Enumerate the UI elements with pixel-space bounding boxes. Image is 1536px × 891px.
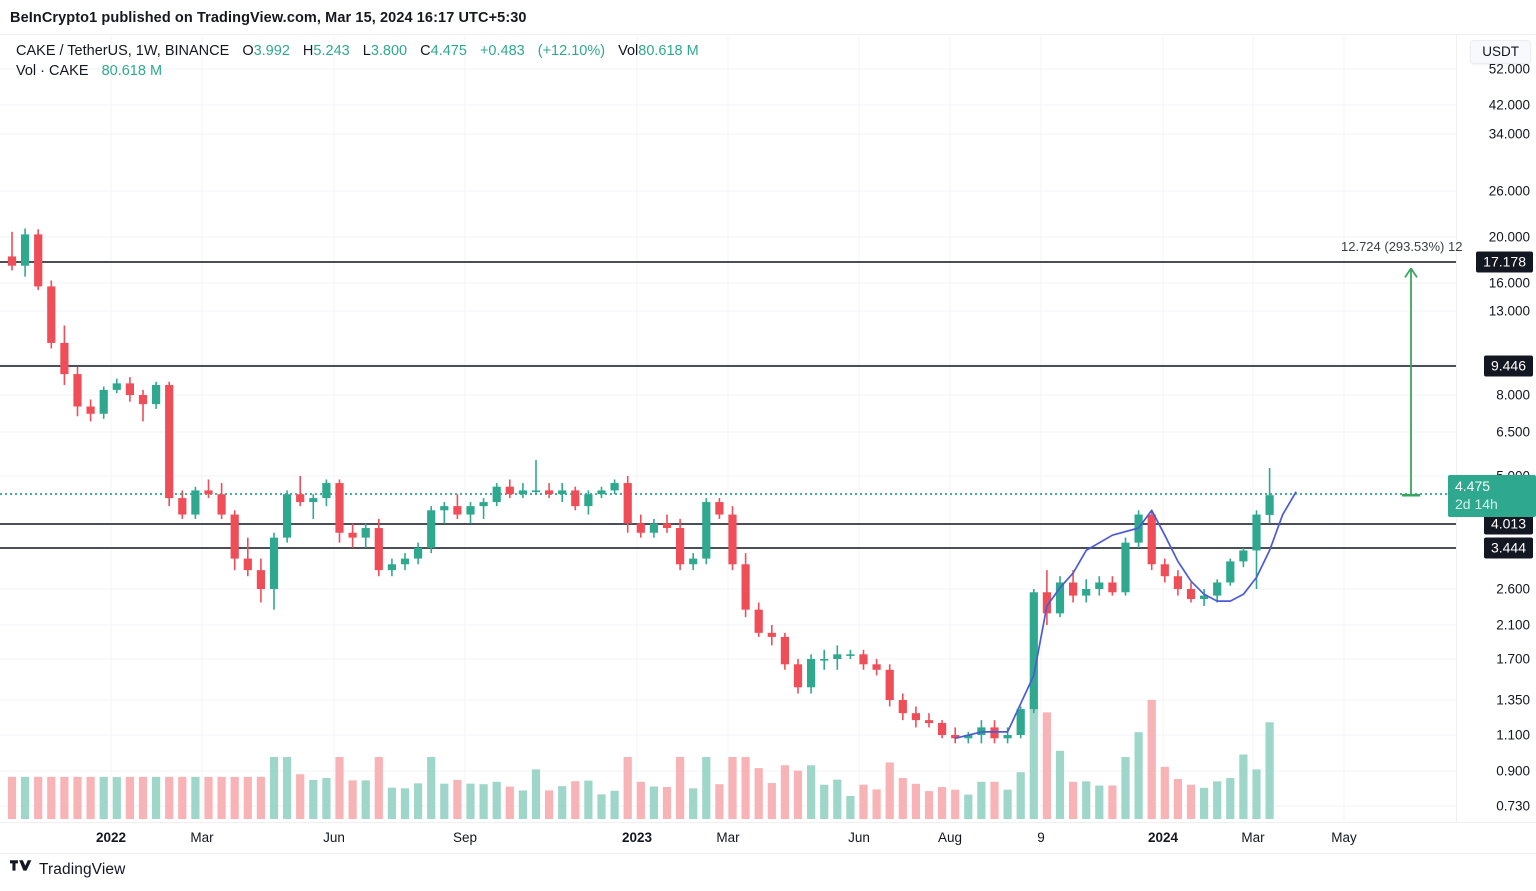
price-level-tag: 3.444 <box>1483 537 1533 559</box>
price-axis-tick: 1.350 <box>1496 692 1530 708</box>
time-axis-tick: 2023 <box>621 830 653 845</box>
chart-frame[interactable]: CAKE / TetherUS, 1W, BINANCE O3.992 H5.2… <box>0 34 1536 823</box>
time-axis-tick: May <box>1331 830 1357 845</box>
price-axis-tick: 52.000 <box>1488 61 1530 77</box>
price-axis-tick: 1.100 <box>1496 727 1530 743</box>
candlestick-canvas <box>0 35 1456 823</box>
time-axis-tick: Jun <box>323 830 345 845</box>
measurement-arrow <box>1402 267 1420 497</box>
price-axis-tick: 2.600 <box>1496 581 1530 597</box>
time-axis-tick: Aug <box>937 830 963 845</box>
current-price-tag: 4.475 2d 14h <box>1448 475 1536 517</box>
time-axis-tick: Mar <box>716 830 740 845</box>
price-axis[interactable]: USDT 52.000 42.000 34.000 26.000 20.000 16.00… <box>1448 35 1536 823</box>
time-axis-tick: 9 <box>1037 830 1045 845</box>
price-axis-tick: 8.000 <box>1496 387 1530 403</box>
measurement-label: 12.724 (293.53%) 12 <box>1341 239 1463 255</box>
time-axis[interactable]: 2022 Mar Jun Sep 2023 Mar Jun Aug 9 2024 Mar May <box>0 822 1536 854</box>
time-axis-tick: Sep <box>452 830 478 845</box>
time-axis-tick: Mar <box>1241 830 1265 845</box>
price-axis-tick: 16.000 <box>1488 275 1530 291</box>
currency-badge[interactable]: USDT <box>1470 40 1531 64</box>
price-axis-tick: 6.500 <box>1496 424 1530 440</box>
price-level-tag: 4.013 <box>1483 513 1533 535</box>
bar-countdown: 2d 14h <box>1455 495 1498 512</box>
price-axis-tick: 0.900 <box>1496 763 1530 779</box>
price-axis-tick: 0.730 <box>1496 798 1530 814</box>
price-axis-tick: 2.100 <box>1496 617 1530 633</box>
footer-branding: TradingView <box>10 860 125 879</box>
chart-plot-area[interactable] <box>0 35 1456 823</box>
price-level-tag: 17.178 <box>1476 251 1533 273</box>
price-level-tag: 9.446 <box>1483 355 1533 377</box>
time-axis-tick: Jun <box>848 830 870 845</box>
price-axis-tick: 1.700 <box>1496 651 1530 667</box>
time-axis-tick: 2022 <box>95 830 127 845</box>
attribution-text: BeInCrypto1 published on TradingView.com… <box>10 10 527 26</box>
price-axis-tick: 26.000 <box>1488 183 1530 199</box>
tradingview-logo-icon <box>10 860 32 879</box>
tradingview-brand-text: TradingView <box>39 860 126 878</box>
time-axis-tick: 2024 <box>1147 830 1179 845</box>
price-axis-tick: 42.000 <box>1488 97 1530 113</box>
price-axis-tick: 13.000 <box>1488 303 1530 319</box>
price-axis-tick: 20.000 <box>1488 229 1530 245</box>
current-price-value: 4.475 <box>1455 478 1491 494</box>
time-axis-tick: Mar <box>190 830 214 845</box>
price-axis-tick: 34.000 <box>1488 126 1530 142</box>
